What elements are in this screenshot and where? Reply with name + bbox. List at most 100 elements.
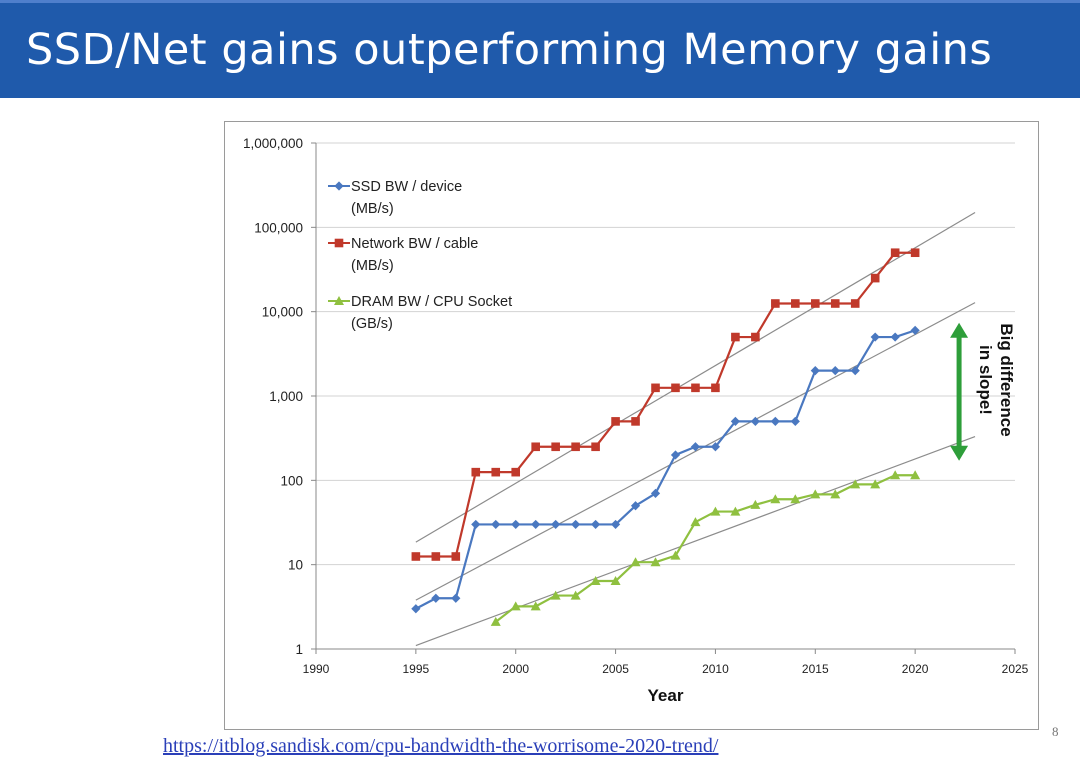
network-data-point (731, 332, 740, 342)
ssd-data-point (830, 366, 840, 376)
network-data-point (711, 383, 720, 393)
dram-data-point (870, 479, 881, 489)
network-data-point (531, 442, 540, 452)
y-tick-label: 1,000 (269, 389, 303, 404)
network-data-point (551, 442, 560, 452)
network-data-point (591, 442, 600, 452)
ssd-data-point (491, 519, 501, 530)
dram-data-point (590, 576, 601, 586)
ssd-data-point (890, 332, 900, 342)
network-data-point (451, 552, 461, 561)
dram-data-point (570, 590, 581, 600)
ssd-data-point (870, 332, 880, 342)
legend-unit: (MB/s) (351, 258, 394, 274)
slope-arrow-head-up (950, 322, 969, 338)
network-data-point (850, 299, 860, 308)
dram-data-point (830, 489, 841, 499)
ssd-data-point (551, 519, 561, 530)
ssd-data-point (750, 416, 760, 426)
y-tick-label: 10,000 (262, 305, 303, 320)
legend-unit: (MB/s) (351, 201, 394, 217)
legend-marker (334, 181, 344, 191)
ssd-data-point (730, 416, 740, 426)
page-number: 8 (1052, 724, 1059, 739)
ssd-data-point (790, 416, 800, 426)
x-tick-label: 2005 (602, 662, 629, 676)
x-tick-label: 2010 (702, 662, 729, 676)
legend-item-network: Network BW / cable (MB/s) (328, 236, 478, 274)
dram-data-point (610, 576, 621, 586)
ssd-data-point (471, 519, 481, 530)
dram-data-point (890, 470, 901, 480)
network-data-point (411, 552, 421, 561)
dram-series-line (495, 474, 916, 623)
network-data-point (491, 467, 501, 477)
y-tick-label: 1 (295, 642, 303, 657)
network-data-point (870, 273, 880, 283)
legend-label: SSD BW / device (351, 179, 462, 195)
network-data-point (791, 299, 800, 308)
network-data-point (691, 383, 700, 393)
source-link[interactable]: https://itblog.sandisk.com/cpu-bandwidth… (163, 735, 719, 757)
network-data-point (571, 442, 580, 452)
dram-data-point (910, 470, 921, 480)
dram-data-point (630, 557, 641, 567)
network-data-point (651, 383, 660, 393)
dram-data-point (670, 550, 681, 560)
ssd-data-point (431, 593, 441, 603)
dram-data-point (770, 494, 781, 504)
y-tick-label: 1,000,000 (243, 136, 303, 151)
ssd-data-point (451, 593, 461, 603)
ssd-data-point (770, 416, 780, 426)
ssd-data-point (850, 366, 860, 376)
dram-data-point (650, 557, 661, 567)
slide-title: SSD/Net gains outperforming Memory gains (26, 25, 993, 75)
ssd-data-point (531, 519, 541, 530)
x-tick-label: 2000 (502, 662, 529, 676)
ssd-series-line (415, 329, 916, 610)
network-data-point (751, 332, 760, 342)
x-tick-label: 2020 (902, 662, 929, 676)
ssd-data-point (411, 604, 421, 614)
dram-data-point (750, 499, 761, 509)
x-tick-label: 2015 (802, 662, 829, 676)
network-data-point (511, 467, 521, 477)
legend-item-dram: DRAM BW / CPU Socket (GB/s) (328, 294, 512, 332)
network-data-point (431, 552, 441, 561)
network-data-point (910, 248, 920, 258)
y-tick-label: 10 (288, 558, 303, 573)
legend-label: Network BW / cable (351, 236, 478, 252)
y-tick-label: 100,000 (254, 220, 303, 235)
ssd-data-point (650, 488, 661, 498)
network-data-point (671, 383, 680, 393)
dram-data-point (510, 601, 521, 611)
legend-unit: (GB/s) (351, 316, 393, 332)
ssd-data-point (511, 519, 521, 530)
ssd-data-point (690, 442, 701, 452)
ssd-data-point (670, 450, 681, 460)
ssd-data-point (710, 442, 721, 452)
x-tick-label: 2025 (1002, 662, 1029, 676)
dram-data-point (490, 616, 501, 626)
trend-line (415, 211, 976, 543)
annotation-text-line2: in slope! (976, 345, 995, 415)
annotation-text-line1: Big difference (997, 323, 1016, 436)
network-data-point (471, 467, 481, 477)
dram-data-point (730, 506, 741, 516)
network-data-point (631, 417, 640, 426)
dram-data-point (710, 506, 721, 516)
dram-data-point (530, 601, 541, 611)
ssd-data-point (910, 325, 920, 335)
network-data-point (830, 299, 840, 308)
ssd-data-point (630, 501, 641, 511)
network-data-point (771, 299, 780, 308)
dram-data-point (810, 489, 821, 499)
legend-item-ssd: SSD BW / device (MB/s) (328, 179, 462, 217)
network-data-point (810, 299, 820, 308)
network-data-point (890, 248, 900, 258)
ssd-data-point (571, 519, 581, 530)
x-tick-label: 1990 (303, 662, 330, 676)
dram-data-point (790, 494, 801, 504)
x-tick-label: 1995 (403, 662, 430, 676)
title-bar: SSD/Net gains outperforming Memory gains (0, 0, 1080, 98)
